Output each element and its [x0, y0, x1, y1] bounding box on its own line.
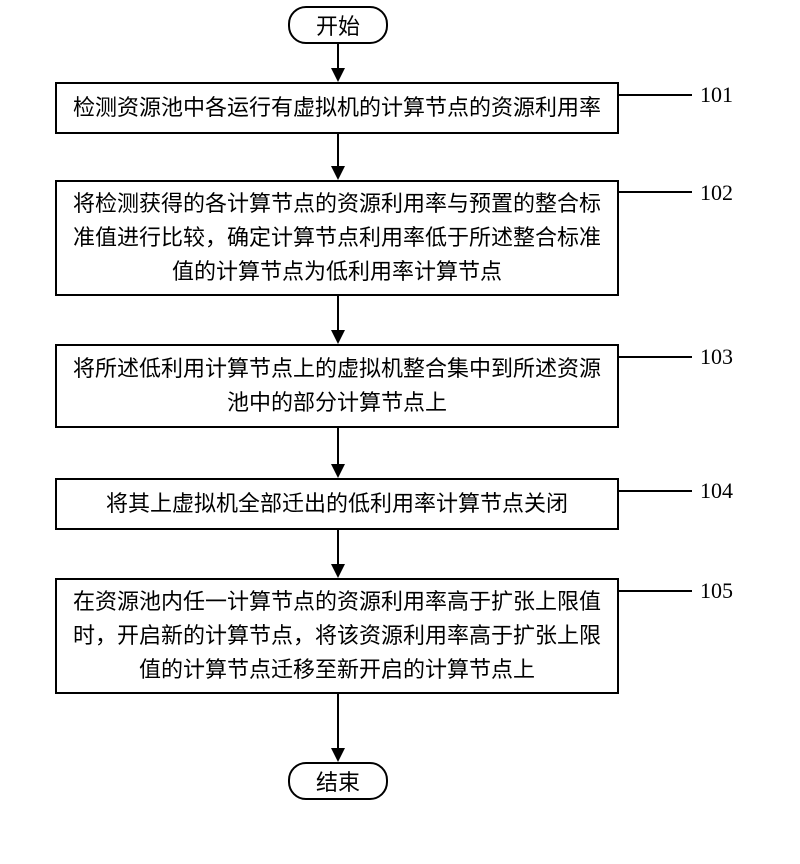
terminator-end: 结束 [288, 762, 388, 800]
edge-arrow [331, 564, 345, 578]
step-number-104: 104 [700, 478, 733, 504]
step-number-102: 102 [700, 180, 733, 206]
flowchart-container: 开始 检测资源池中各运行有虚拟机的计算节点的资源利用率 101 将检测获得的各计… [0, 0, 800, 864]
process-step-5: 在资源池内任一计算节点的资源利用率高于扩张上限值时，开启新的计算节点，将该资源利… [55, 578, 619, 694]
edge-line [337, 428, 339, 464]
process-step-4: 将其上虚拟机全部迁出的低利用率计算节点关闭 [55, 478, 619, 530]
edge-arrow [331, 464, 345, 478]
edge-line [337, 296, 339, 330]
step-number-103: 103 [700, 344, 733, 370]
terminator-start: 开始 [288, 6, 388, 44]
edge-line [337, 44, 339, 68]
label-connector [619, 94, 692, 96]
process-step-5-text: 在资源池内任一计算节点的资源利用率高于扩张上限值时，开启新的计算节点，将该资源利… [71, 585, 603, 687]
process-step-4-text: 将其上虚拟机全部迁出的低利用率计算节点关闭 [71, 487, 603, 521]
label-connector [619, 191, 692, 193]
label-connector [619, 490, 692, 492]
label-connector [619, 590, 692, 592]
edge-arrow [331, 68, 345, 82]
edge-line [337, 530, 339, 564]
process-step-1-text: 检测资源池中各运行有虚拟机的计算节点的资源利用率 [71, 91, 603, 125]
terminator-end-label: 结束 [316, 765, 360, 797]
edge-arrow [331, 166, 345, 180]
edge-arrow [331, 330, 345, 344]
process-step-2: 将检测获得的各计算节点的资源利用率与预置的整合标准值进行比较，确定计算节点利用率… [55, 180, 619, 296]
process-step-2-text: 将检测获得的各计算节点的资源利用率与预置的整合标准值进行比较，确定计算节点利用率… [71, 187, 603, 289]
process-step-3: 将所述低利用计算节点上的虚拟机整合集中到所述资源池中的部分计算节点上 [55, 344, 619, 428]
edge-arrow [331, 748, 345, 762]
terminator-start-label: 开始 [316, 9, 360, 41]
edge-line [337, 134, 339, 166]
step-number-101: 101 [700, 82, 733, 108]
step-number-105: 105 [700, 578, 733, 604]
label-connector [619, 356, 692, 358]
process-step-1: 检测资源池中各运行有虚拟机的计算节点的资源利用率 [55, 82, 619, 134]
process-step-3-text: 将所述低利用计算节点上的虚拟机整合集中到所述资源池中的部分计算节点上 [71, 352, 603, 420]
edge-line [337, 694, 339, 748]
